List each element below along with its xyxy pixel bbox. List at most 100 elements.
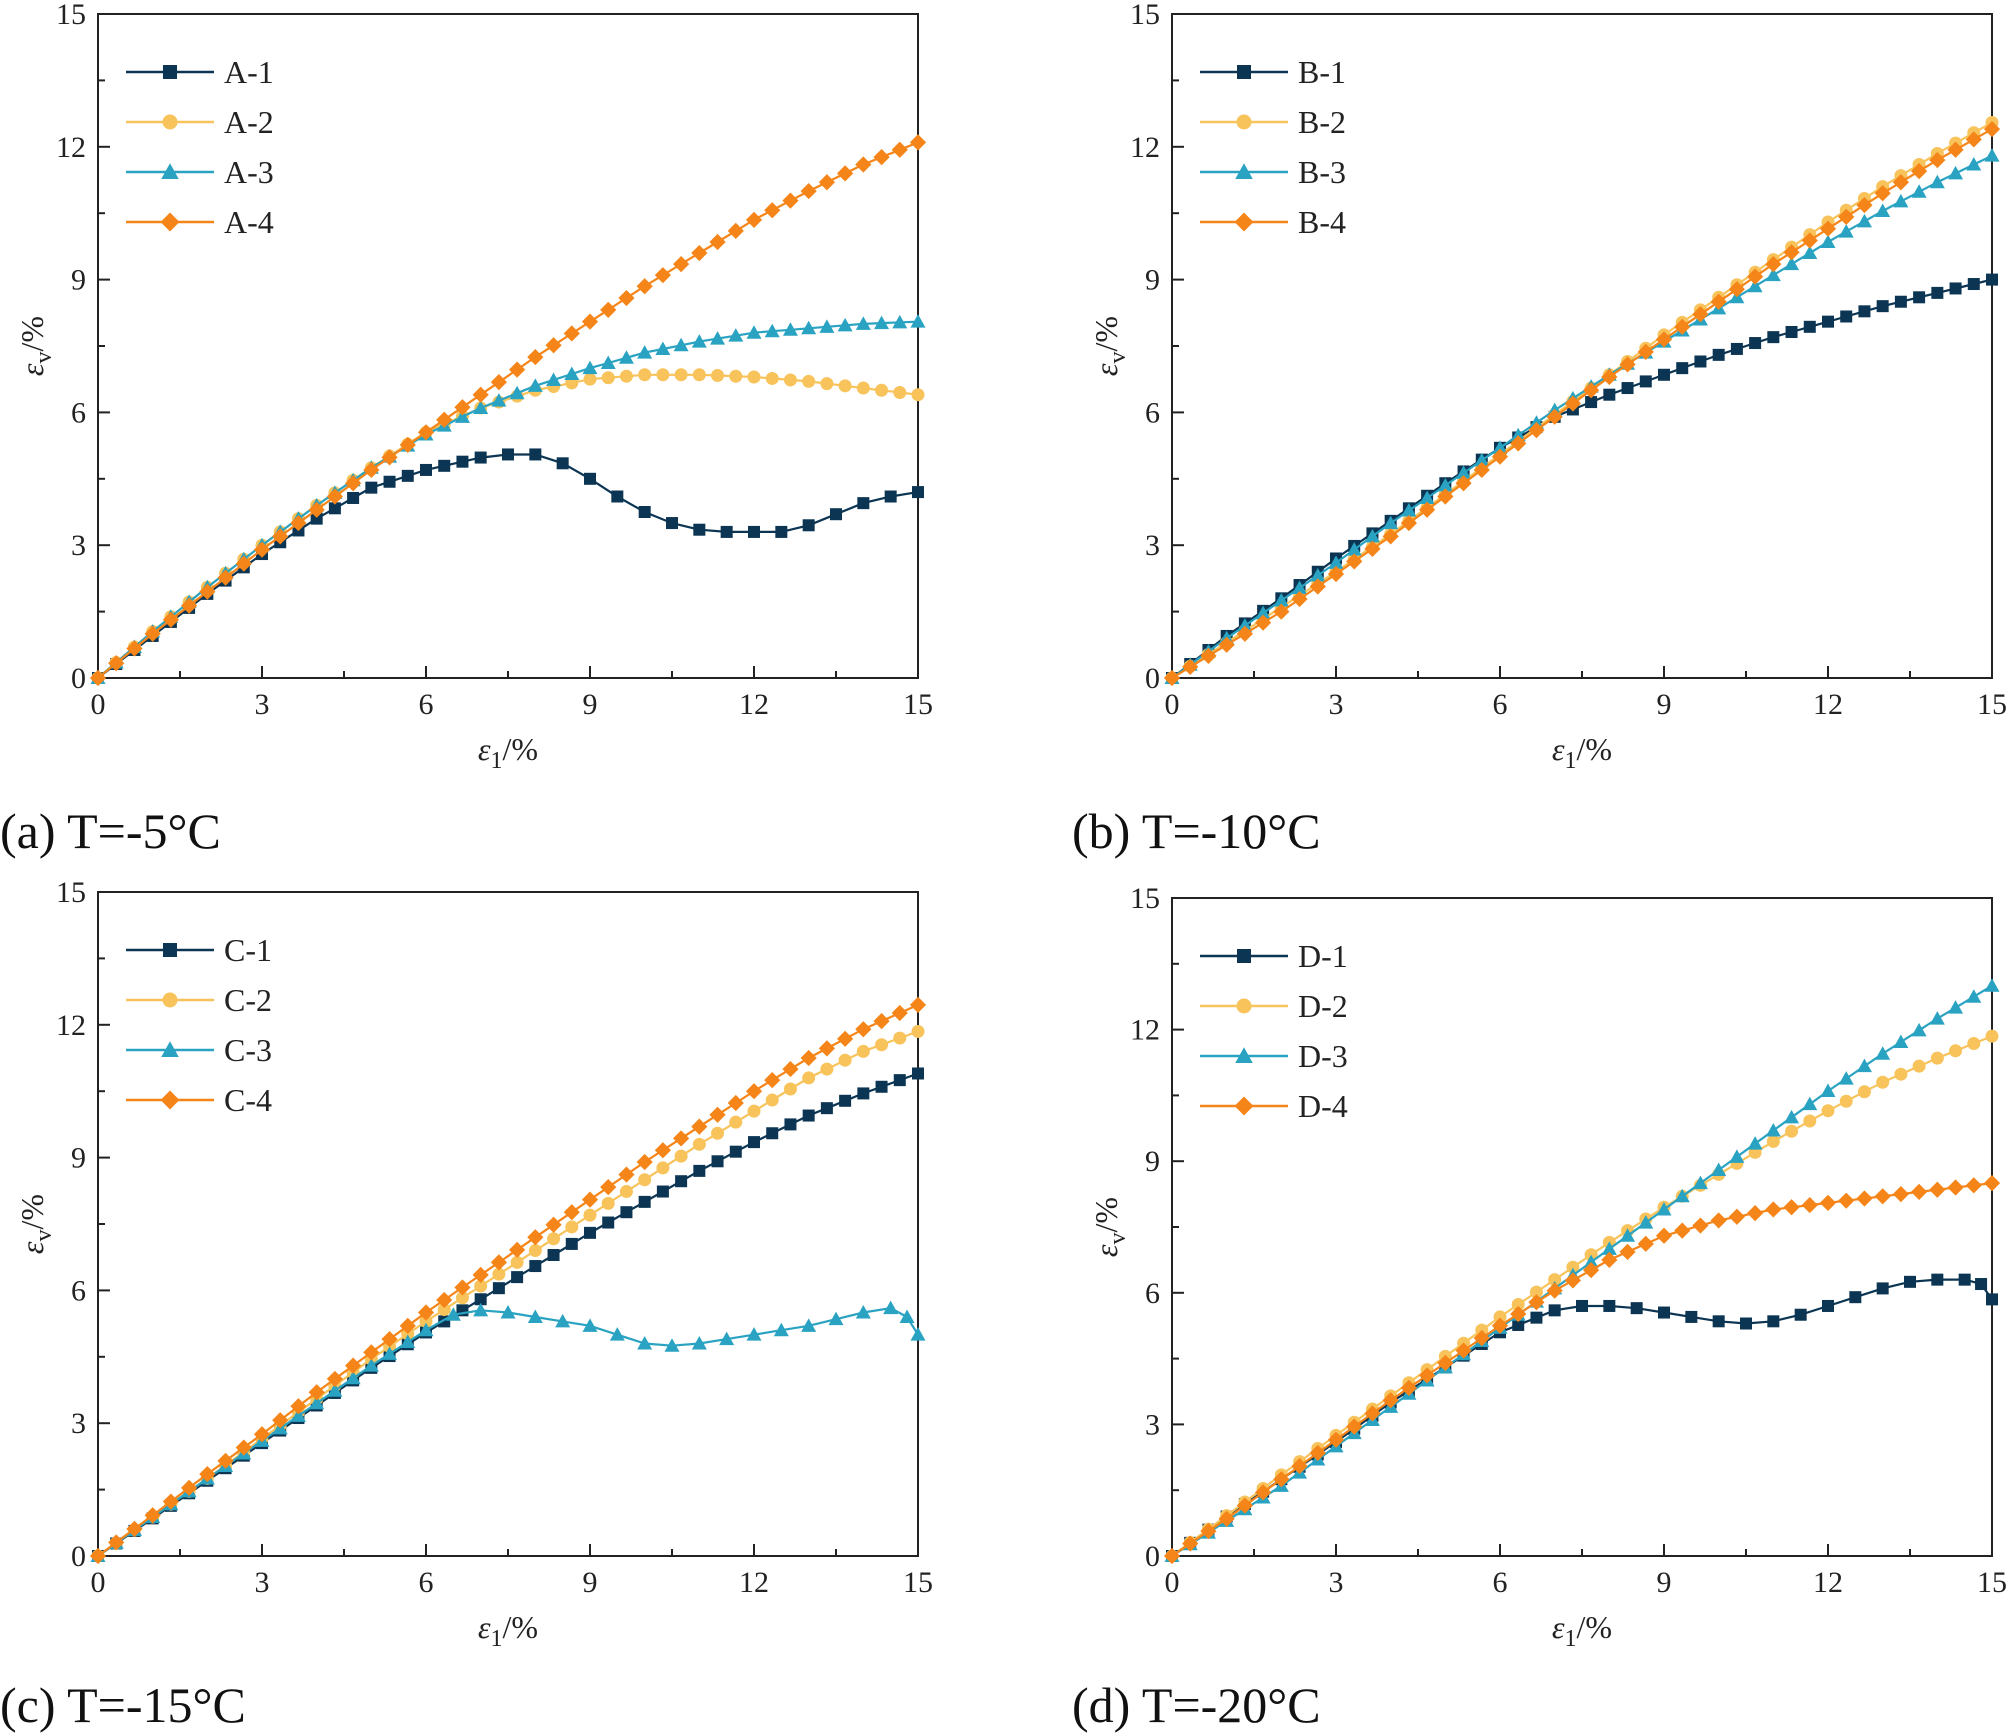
data-point-D-3 [1893,1034,1909,1049]
data-point-B-3 [1292,580,1308,594]
data-point-B-3 [1875,203,1891,217]
data-point-D-1 [1958,1273,1971,1286]
data-point-D-1 [1975,1278,1988,1291]
chart-panel-2: 0 3 6 9 12 15 0 3 6 9 12 15 ε1/% εv/% B-1 B-2 B-3 B-4 (b) … [1072,0,2007,859]
x-tick-label: 0 [91,1566,106,1599]
legend-label-A-4: A-4 [224,204,274,240]
data-point-A-4 [89,669,107,687]
legend-marker-B-4 [1234,212,1254,232]
data-point-A-2 [729,369,743,383]
data-point-B-4 [1200,647,1217,664]
data-point-A-4 [472,386,489,403]
data-point-D-1 [1767,1315,1780,1328]
data-point-C-3 [719,1331,735,1346]
data-point-C-4 [345,1357,362,1374]
data-point-A-4 [691,244,708,262]
data-point-B-4 [1382,528,1399,545]
data-point-A-4 [326,488,343,505]
data-point-B-4 [1929,151,1946,169]
data-point-B-4 [1728,281,1745,298]
data-point-C-1 [912,1067,924,1080]
series-B-2 [1165,115,1999,685]
data-point-A-4 [454,399,471,416]
data-point-A-2 [601,371,615,385]
data-point-A-4 [563,325,580,342]
data-point-A-3 [655,341,671,355]
data-point-C-4 [144,1507,161,1524]
data-point-A-2 [619,369,633,383]
data-point-D-2 [1493,1310,1507,1324]
y-tick-label: 0 [1145,1540,1160,1573]
data-point-D-2 [1766,1134,1780,1148]
data-point-C-2 [565,1220,579,1234]
panel-caption: (b) T=-10°C [1072,803,1321,859]
series-line-B-1 [1171,278,1993,679]
data-point-A-1 [420,463,432,476]
data-point-C-4 [654,1142,671,1159]
data-point-B-4 [1473,461,1490,479]
data-point-A-2 [583,372,597,386]
data-point-C-3 [801,1318,817,1332]
data-point-A-4 [490,374,507,391]
data-point-A-4 [618,289,635,307]
x-tick-label: 0 [1165,688,1180,721]
legend-marker-B-3 [1235,163,1253,179]
series-line-C-4 [97,1003,919,1557]
data-point-A-4 [545,337,562,354]
data-point-C-4 [691,1118,708,1135]
data-point-C-4 [509,1241,526,1258]
y-tick-label: 15 [1130,0,1160,31]
data-point-A-1 [502,448,514,461]
data-point-D-4 [1929,1181,1946,1198]
data-point-C-1 [602,1216,615,1229]
data-point-C-3 [345,1370,361,1385]
data-point-C-2 [528,1244,542,1258]
y-axis-label: εv/% [14,316,57,376]
data-point-C-1 [766,1127,779,1140]
data-point-C-4 [89,1547,107,1565]
y-tick-label: 9 [1145,264,1160,297]
data-point-A-4 [800,182,817,200]
data-point-C-4 [563,1204,580,1221]
data-point-B-4 [1965,131,1982,148]
legend-label-B-1: B-1 [1298,54,1346,90]
data-point-D-1 [1712,1315,1725,1328]
data-point-C-2 [911,1024,925,1038]
data-point-C-3 [473,1302,489,1317]
data-point-D-2 [1949,1044,1963,1058]
data-point-C-1 [893,1074,906,1087]
data-point-D-1 [1876,1282,1889,1295]
data-point-A-4 [308,501,325,518]
data-point-A-2 [638,368,652,382]
data-point-C-4 [782,1060,799,1078]
data-point-B-4 [1182,658,1199,676]
data-point-D-1 [1548,1304,1561,1317]
data-point-C-2 [638,1173,652,1187]
data-point-A-3 [491,393,507,407]
y-tick-label: 9 [71,1142,86,1175]
data-point-B-4 [1765,256,1782,273]
data-point-D-3 [1820,1083,1836,1098]
data-point-B-4 [1911,163,1928,180]
data-point-A-3 [600,355,616,369]
data-point-C-2 [492,1267,506,1281]
data-point-B-1 [1712,348,1725,361]
data-point-D-3 [1638,1215,1654,1229]
data-point-B-1 [1913,291,1926,304]
data-point-B-1 [1803,320,1816,333]
data-point-C-4 [891,1004,908,1022]
data-point-B-1 [1676,362,1689,375]
data-point-C-1 [693,1164,706,1177]
legend-label-D-2: D-2 [1298,988,1348,1024]
data-point-A-2 [856,381,870,395]
data-point-D-4 [1291,1457,1308,1475]
data-point-D-1 [1794,1308,1807,1321]
data-point-D-3 [1747,1136,1763,1150]
data-point-A-4 [381,449,398,466]
legend-marker-D-1 [1237,949,1251,963]
data-point-D-1 [1530,1311,1543,1324]
data-point-C-4 [873,1013,890,1030]
data-point-A-4 [126,640,143,657]
series-line-C-3 [97,1306,919,1557]
data-point-C-2 [692,1137,706,1151]
